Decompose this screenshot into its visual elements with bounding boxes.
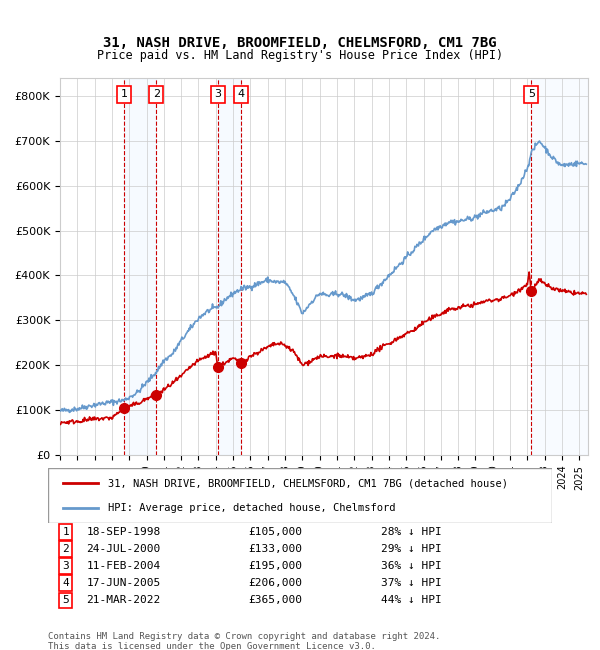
Text: 31, NASH DRIVE, BROOMFIELD, CHELMSFORD, CM1 7BG (detached house): 31, NASH DRIVE, BROOMFIELD, CHELMSFORD, … [109,478,508,488]
FancyBboxPatch shape [48,468,552,523]
Text: HPI: Average price, detached house, Chelmsford: HPI: Average price, detached house, Chel… [109,503,396,513]
Text: 17-JUN-2005: 17-JUN-2005 [86,578,161,588]
Text: 11-FEB-2004: 11-FEB-2004 [86,561,161,571]
Text: 28% ↓ HPI: 28% ↓ HPI [380,526,441,537]
Text: 3: 3 [214,89,221,99]
Text: 1: 1 [121,89,128,99]
Text: £105,000: £105,000 [248,526,302,537]
Text: 44% ↓ HPI: 44% ↓ HPI [380,595,441,605]
Text: 31, NASH DRIVE, BROOMFIELD, CHELMSFORD, CM1 7BG: 31, NASH DRIVE, BROOMFIELD, CHELMSFORD, … [103,36,497,50]
Text: 18-SEP-1998: 18-SEP-1998 [86,526,161,537]
Text: Price paid vs. HM Land Registry's House Price Index (HPI): Price paid vs. HM Land Registry's House … [97,49,503,62]
Bar [218,78,241,455]
Text: £206,000: £206,000 [248,578,302,588]
Text: £365,000: £365,000 [248,595,302,605]
Bar [124,78,156,455]
Text: 4: 4 [62,578,69,588]
Text: 1: 1 [62,526,69,537]
Text: This data is licensed under the Open Government Licence v3.0.: This data is licensed under the Open Gov… [48,642,376,650]
Text: 3: 3 [62,561,69,571]
Text: 36% ↓ HPI: 36% ↓ HPI [380,561,441,571]
Text: 29% ↓ HPI: 29% ↓ HPI [380,544,441,554]
Text: 4: 4 [238,89,245,99]
Text: Contains HM Land Registry data © Crown copyright and database right 2024.: Contains HM Land Registry data © Crown c… [48,632,440,641]
Bar [531,78,588,455]
Text: 2: 2 [152,89,160,99]
Text: £133,000: £133,000 [248,544,302,554]
Text: 5: 5 [528,89,535,99]
Text: 2: 2 [62,544,69,554]
Text: 24-JUL-2000: 24-JUL-2000 [86,544,161,554]
Text: £195,000: £195,000 [248,561,302,571]
Text: 5: 5 [62,595,69,605]
Text: 37% ↓ HPI: 37% ↓ HPI [380,578,441,588]
Text: 21-MAR-2022: 21-MAR-2022 [86,595,161,605]
